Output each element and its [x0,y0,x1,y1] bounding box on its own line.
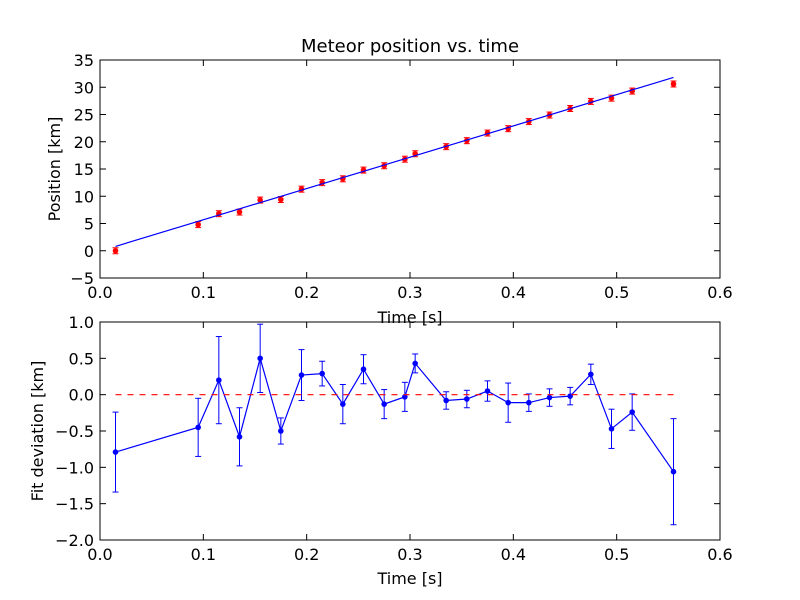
position-y-tick-label: 35 [74,51,94,70]
position-y-tick-label: 0 [84,242,94,261]
deviation-y-tick-label: 1.0 [69,313,94,332]
deviation-data-point [629,409,635,415]
position-plot-area [112,76,677,255]
position-ticks: 0.0 0.1 0.2 0.3 0.4 0.5 0.6 −5 0 5 10 15 20 25 30 35 [70,51,732,302]
deviation-data-point [298,372,305,378]
deviation-plot-area [112,323,677,526]
deviation-data-point [216,377,222,383]
position-chart: Meteor position vs. time 0.0 0.1 0.2 0.3 0.4… [45,36,733,327]
deviation-ticks: 0.0 0.1 0.2 0.3 0.4 0.5 0.6 −2.0 −1.5 −1.0 −0.5 0.0… [55,313,733,564]
deviation-y-tick-label: −1.5 [55,495,94,514]
deviation-x-tick-label: 0.5 [604,545,629,564]
deviation-y-tick-label: 0.5 [69,349,94,368]
deviation-data-point [236,434,243,440]
deviation-x-tick-label: 0.4 [501,545,526,564]
position-y-axis-label: Position [km] [45,117,64,222]
position-y-tick-label: 30 [74,78,94,97]
deviation-series-line [115,356,674,473]
deviation-y-tick-label: −2.0 [55,531,94,550]
position-y-tick-label: 5 [84,215,94,234]
deviation-x-axis-label: Time [s] [376,569,442,588]
deviation-data-point [526,399,532,406]
deviation-data-point [464,396,470,402]
deviation-data-point [484,388,491,394]
deviation-data-point [360,366,367,373]
deviation-data-point [608,426,615,432]
deviation-x-tick-label: 0.6 [707,545,732,564]
deviation-x-tick-label: 0.2 [294,545,319,564]
deviation-y-tick-label: −1.0 [55,458,94,477]
deviation-data-point [195,424,201,431]
position-y-tick-label: 25 [74,106,94,125]
deviation-data-point [546,394,553,401]
deviation-data-point [567,393,573,399]
deviation-y-tick-label: −0.5 [55,422,94,441]
deviation-data-point [588,371,594,378]
position-x-tick-label: 0.0 [87,283,112,302]
position-chart-title: Meteor position vs. time [301,36,519,57]
deviation-data-point [443,397,449,404]
deviation-data-point [340,401,346,407]
position-data-point [195,221,201,228]
deviation-data-point [381,401,387,407]
deviation-x-tick-label: 0.0 [87,545,112,564]
deviation-data-point [319,370,325,377]
deviation-x-tick-label: 0.1 [191,545,216,564]
deviation-data-point [257,355,263,362]
position-x-tick-label: 0.4 [501,283,526,302]
position-y-tick-label: 15 [74,160,94,179]
position-data-point [112,247,119,254]
position-data-point [670,81,677,87]
position-data-point [278,196,284,203]
position-y-tick-label: 20 [74,133,94,152]
fit-line [115,76,674,247]
deviation-y-tick-label: 0.0 [69,386,94,405]
deviation-data-point [278,428,284,434]
deviation-y-axis-label: Fit deviation [km] [28,361,47,502]
deviation-chart: 0.0 0.1 0.2 0.3 0.4 0.5 0.6 −2.0 −1.5 −1.0 −0.5 0.0… [28,313,733,588]
position-x-tick-label: 0.5 [604,283,629,302]
position-data-point [236,209,243,215]
position-x-tick-label: 0.2 [294,283,319,302]
position-x-tick-label: 0.6 [707,283,732,302]
position-x-tick-label: 0.1 [191,283,216,302]
position-x-tick-label: 0.3 [397,283,422,302]
deviation-data-point [412,360,418,367]
deviation-x-tick-label: 0.3 [397,545,422,564]
deviation-data-point [670,468,677,475]
deviation-data-point [112,449,119,455]
position-y-tick-label: −5 [70,269,94,288]
deviation-data-point [505,399,511,406]
position-y-tick-label: 10 [74,187,94,206]
